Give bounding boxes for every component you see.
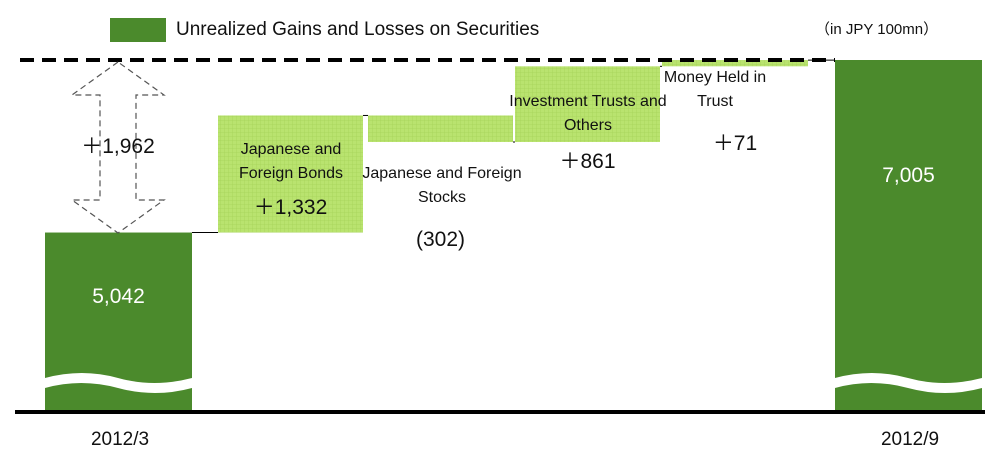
- total-bar: [835, 60, 982, 412]
- category-label: Japanese and Foreign Stocks: [362, 165, 522, 206]
- difference-arrow: [70, 61, 166, 234]
- change-bar: [368, 115, 513, 143]
- change-bar: [515, 66, 660, 143]
- category-label: Money Held in Trust: [663, 69, 767, 110]
- value-label: ＋1,332: [253, 196, 328, 219]
- value-label: 7,005: [882, 164, 935, 187]
- annotation: ＋1,962: [81, 135, 155, 158]
- axis-break-waves: [45, 373, 982, 393]
- value-label: 5,042: [92, 285, 145, 309]
- value-label: (302): [415, 228, 466, 251]
- change-bar: [218, 115, 363, 233]
- category-label: 2012/3: [90, 429, 150, 450]
- unit-label: （in JPY 100mn）: [815, 21, 939, 38]
- value-label: ＋861: [559, 150, 616, 173]
- category-label: Japanese and Foreign Bonds: [238, 141, 344, 182]
- value-label: ＋71: [712, 132, 758, 155]
- category-label: 2012/9: [880, 429, 940, 450]
- legend-swatch: [110, 18, 166, 42]
- legend-label: Unrealized Gains and Losses on Securitie…: [176, 19, 540, 40]
- change-bar: [662, 60, 808, 67]
- category-label: Investment Trusts and Others: [509, 93, 667, 134]
